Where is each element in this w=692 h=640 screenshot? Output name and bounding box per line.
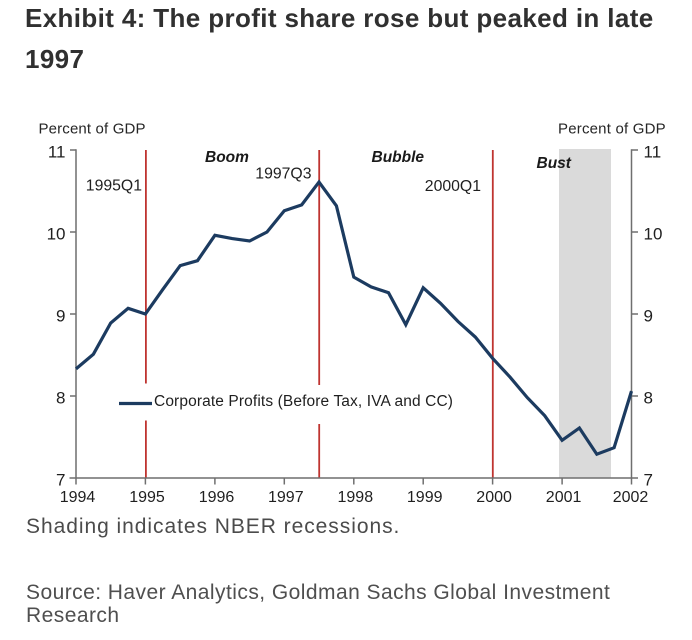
svg-text:11: 11 (48, 143, 66, 162)
svg-text:Boom: Boom (205, 149, 249, 166)
svg-text:Percent of GDP: Percent of GDP (39, 121, 146, 138)
svg-text:2002: 2002 (613, 489, 649, 506)
svg-text:Percent of GDP: Percent of GDP (558, 121, 666, 138)
svg-text:2001: 2001 (546, 489, 582, 506)
svg-text:Corporate Profits (Before Tax,: Corporate Profits (Before Tax, IVA and C… (154, 393, 453, 410)
svg-text:Bust: Bust (537, 155, 572, 172)
svg-text:10: 10 (644, 225, 663, 244)
svg-text:10: 10 (47, 225, 66, 244)
svg-text:7: 7 (56, 471, 65, 490)
svg-text:9: 9 (644, 307, 653, 326)
svg-text:Bubble: Bubble (372, 149, 425, 166)
svg-text:1996: 1996 (199, 489, 235, 506)
svg-text:1999: 1999 (407, 489, 443, 506)
svg-text:1995: 1995 (129, 489, 165, 506)
svg-text:1997: 1997 (268, 489, 304, 506)
svg-text:7: 7 (644, 471, 653, 490)
svg-text:1997Q3: 1997Q3 (255, 166, 311, 183)
svg-text:1994: 1994 (60, 489, 96, 506)
svg-text:2000Q1: 2000Q1 (425, 178, 481, 195)
svg-text:1995Q1: 1995Q1 (86, 178, 142, 195)
svg-text:8: 8 (56, 389, 65, 408)
svg-text:9: 9 (56, 307, 65, 326)
svg-text:1998: 1998 (338, 489, 374, 506)
svg-text:8: 8 (644, 389, 653, 408)
svg-text:11: 11 (644, 143, 662, 162)
svg-text:2000: 2000 (476, 489, 512, 506)
